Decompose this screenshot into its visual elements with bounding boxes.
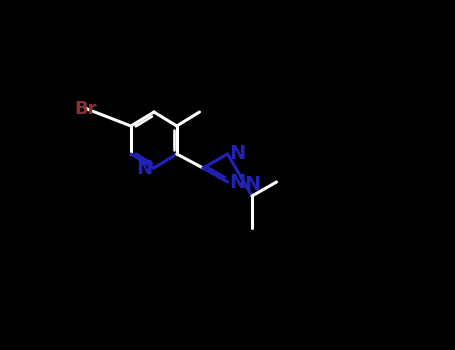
Text: Br: Br [75,99,97,118]
Text: N: N [136,159,152,177]
Text: N: N [244,175,260,194]
Text: N: N [229,173,246,191]
Text: N: N [229,145,246,163]
